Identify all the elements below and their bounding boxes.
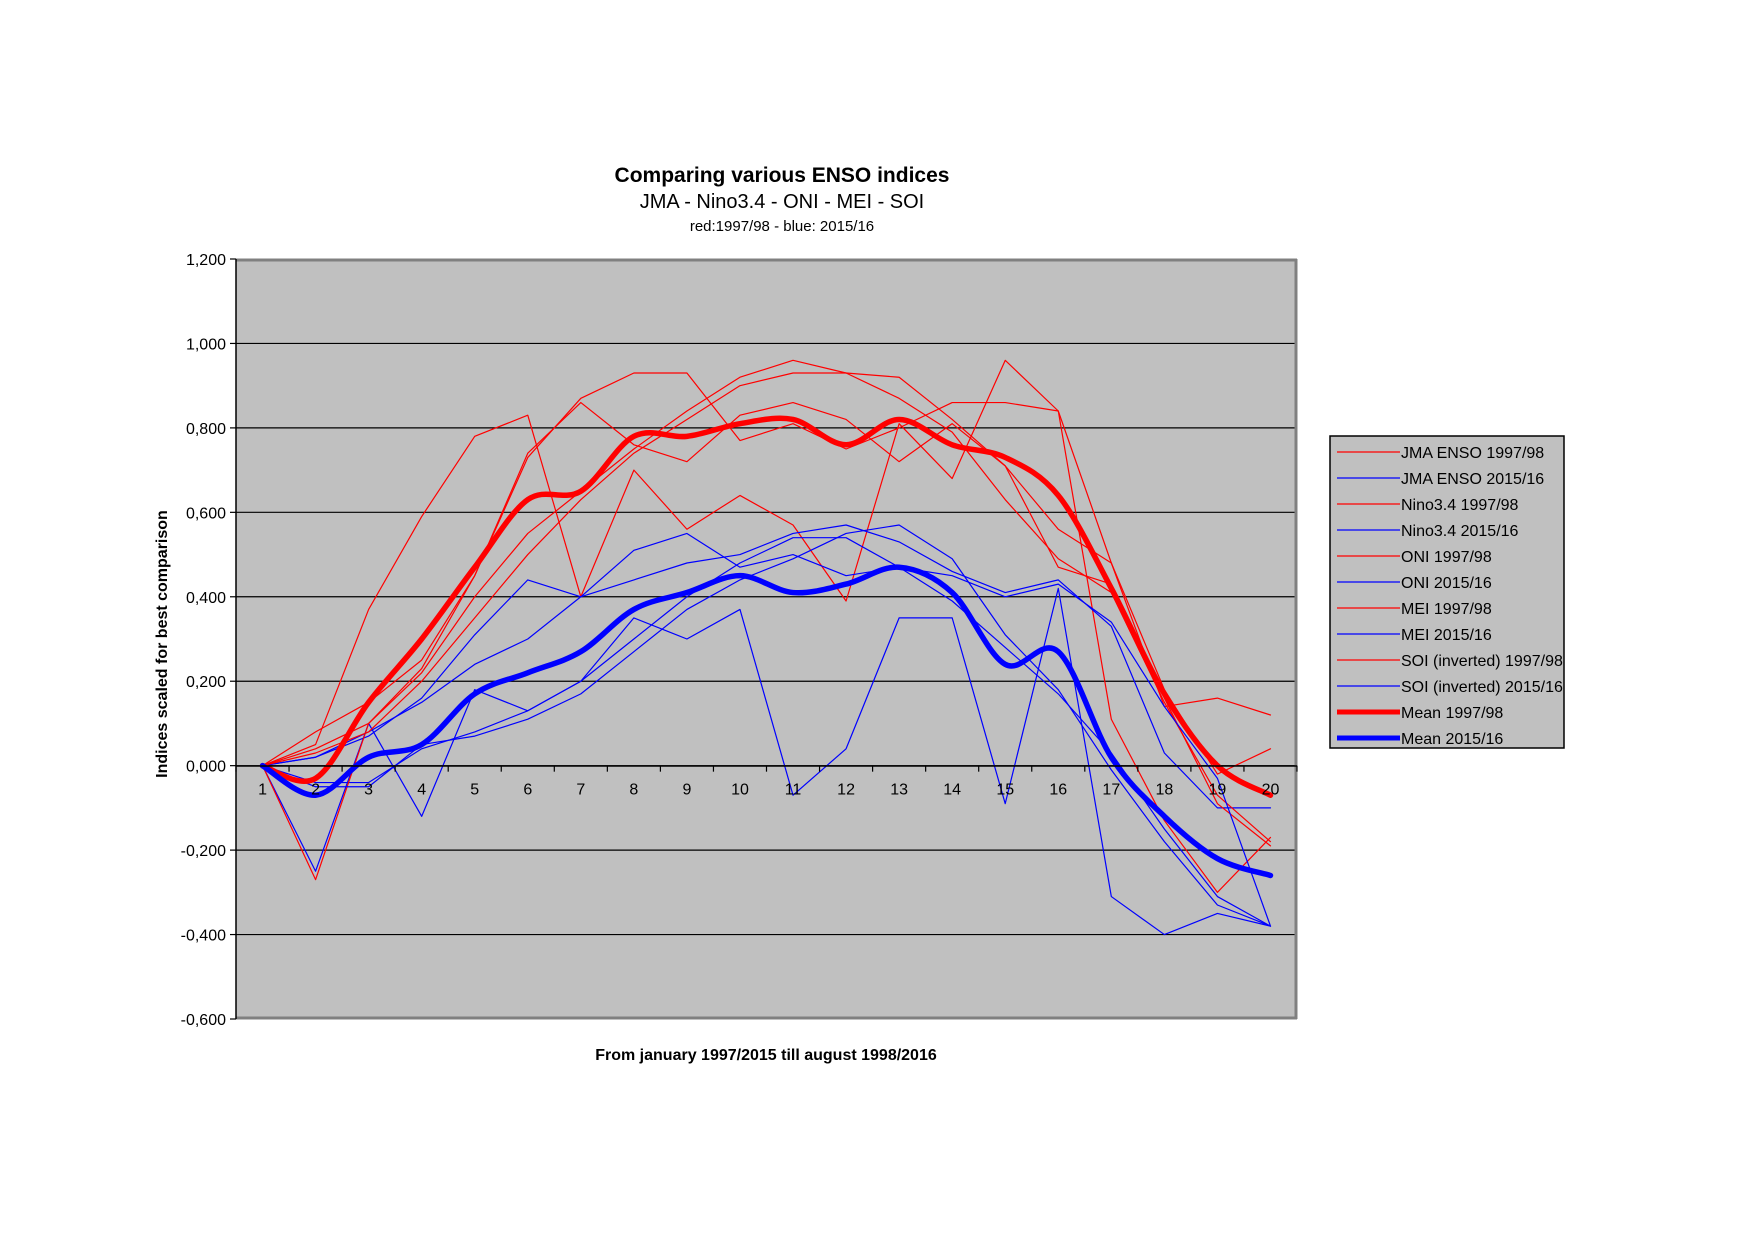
- x-tick-label: 2: [311, 782, 320, 799]
- legend-label: Mean 1997/98: [1401, 705, 1503, 722]
- y-tick-label: -0,200: [181, 843, 226, 860]
- legend-label: JMA ENSO 1997/98: [1401, 445, 1544, 462]
- x-tick-label: 5: [470, 782, 479, 799]
- chart-title: Comparing various ENSO indices: [615, 164, 950, 187]
- legend-label: Mean 2015/16: [1401, 731, 1503, 748]
- legend-label: Nino3.4 1997/98: [1401, 497, 1519, 514]
- legend-label: Nino3.4 2015/16: [1401, 523, 1519, 540]
- x-tick-label: 6: [523, 782, 532, 799]
- y-ticks: 1,200 1,000 0,800 0,600 0,400 0,200 0,000 -0,20…: [181, 252, 236, 1029]
- x-tick-label: 15: [996, 782, 1014, 799]
- y-tick-label: 1,200: [186, 252, 226, 269]
- x-tick-label: 19: [1209, 782, 1227, 799]
- x-tick-label: 18: [1155, 782, 1173, 799]
- legend-item: Mean 2015/16: [1337, 731, 1503, 748]
- x-tick-label: 14: [943, 782, 961, 799]
- x-tick-label: 7: [576, 782, 585, 799]
- x-tick-label: 4: [417, 782, 426, 799]
- series-line-nino3-4-1997-98: [261, 372, 1272, 767]
- series-line-soi-inverted-2015-16: [261, 524, 1272, 927]
- legend-item: ONI 2015/16: [1337, 575, 1492, 592]
- x-tick-label: 9: [682, 782, 691, 799]
- legend-item: Mean 1997/98: [1337, 705, 1503, 722]
- plot-area: [236, 259, 1297, 1019]
- x-tick-label: 13: [890, 782, 908, 799]
- legend-label: ONI 1997/98: [1401, 549, 1492, 566]
- legend-label: MEI 2015/16: [1401, 627, 1492, 644]
- y-tick-label: 0,200: [186, 674, 226, 691]
- series-line-mean-2015-16: [259, 564, 1274, 879]
- series-line-jma-enso-2015-16: [261, 587, 1272, 936]
- legend-box: [1329, 435, 1565, 749]
- x-tick-label: 8: [629, 782, 638, 799]
- legend-label: MEI 1997/98: [1401, 601, 1492, 618]
- x-axis-title: From january 1997/2015 till august 1998/…: [595, 1047, 937, 1064]
- legend-item: Nino3.4 2015/16: [1337, 523, 1519, 540]
- x-tick-label: 10: [731, 782, 749, 799]
- legend-item: SOI (inverted) 2015/16: [1337, 679, 1563, 696]
- legend-item: MEI 2015/16: [1337, 627, 1492, 644]
- x-tick-label: 16: [1049, 782, 1067, 799]
- legend-label: SOI (inverted) 2015/16: [1401, 679, 1563, 696]
- legend: JMA ENSO 1997/98 JMA ENSO 2015/16 Nino3.4 …: [1329, 435, 1565, 749]
- x-tick-label: 11: [785, 782, 802, 799]
- legend-item: JMA ENSO 1997/98: [1337, 445, 1544, 462]
- x-tick-label: 12: [837, 782, 855, 799]
- series-line-jma-enso-1997-98: [261, 359, 1272, 893]
- series-line-mei-1997-98: [261, 401, 1272, 881]
- y-axis-title: Indices scaled for best comparison: [154, 510, 171, 778]
- x-ticks: 1 2 3 4 5 6 7 8 9 10 11 12 13 14 15 16 17 18 19 20: [235, 765, 1298, 799]
- legend-item: Nino3.4 1997/98: [1337, 497, 1519, 514]
- y-tick-label: 0,800: [186, 421, 226, 438]
- x-tick-label: 17: [1102, 782, 1120, 799]
- y-tick-label: 0,600: [186, 505, 226, 522]
- y-tick-label: -0,600: [181, 1012, 226, 1029]
- x-tick-label: 3: [364, 782, 373, 799]
- x-tick-label: 20: [1262, 782, 1280, 799]
- legend-item: JMA ENSO 2015/16: [1337, 471, 1544, 488]
- y-tick-label: 0,000: [186, 759, 226, 776]
- legend-item: MEI 1997/98: [1337, 601, 1492, 618]
- x-tick-label: 1: [258, 782, 267, 799]
- chart-subsubtitle: red:1997/98 - blue: 2015/16: [690, 218, 874, 235]
- y-tick-label: 1,000: [186, 336, 226, 353]
- legend-item: SOI (inverted) 1997/98: [1337, 653, 1563, 670]
- series-line-nino3-4-2015-16: [261, 524, 1272, 809]
- legend-label: ONI 2015/16: [1401, 575, 1492, 592]
- chart-subtitle: JMA - Nino3.4 - ONI - MEI - SOI: [640, 191, 925, 213]
- y-tick-label: -0,400: [181, 928, 226, 945]
- y-tick-label: 0,400: [186, 590, 226, 607]
- series-line-mei-2015-16: [261, 532, 1272, 927]
- legend-item: ONI 1997/98: [1337, 549, 1492, 566]
- series-layer: [259, 359, 1274, 936]
- legend-label: JMA ENSO 2015/16: [1401, 471, 1544, 488]
- series-line-oni-1997-98: [261, 359, 1272, 843]
- legend-label: SOI (inverted) 1997/98: [1401, 653, 1563, 670]
- series-line-soi-inverted-1997-98: [261, 372, 1272, 775]
